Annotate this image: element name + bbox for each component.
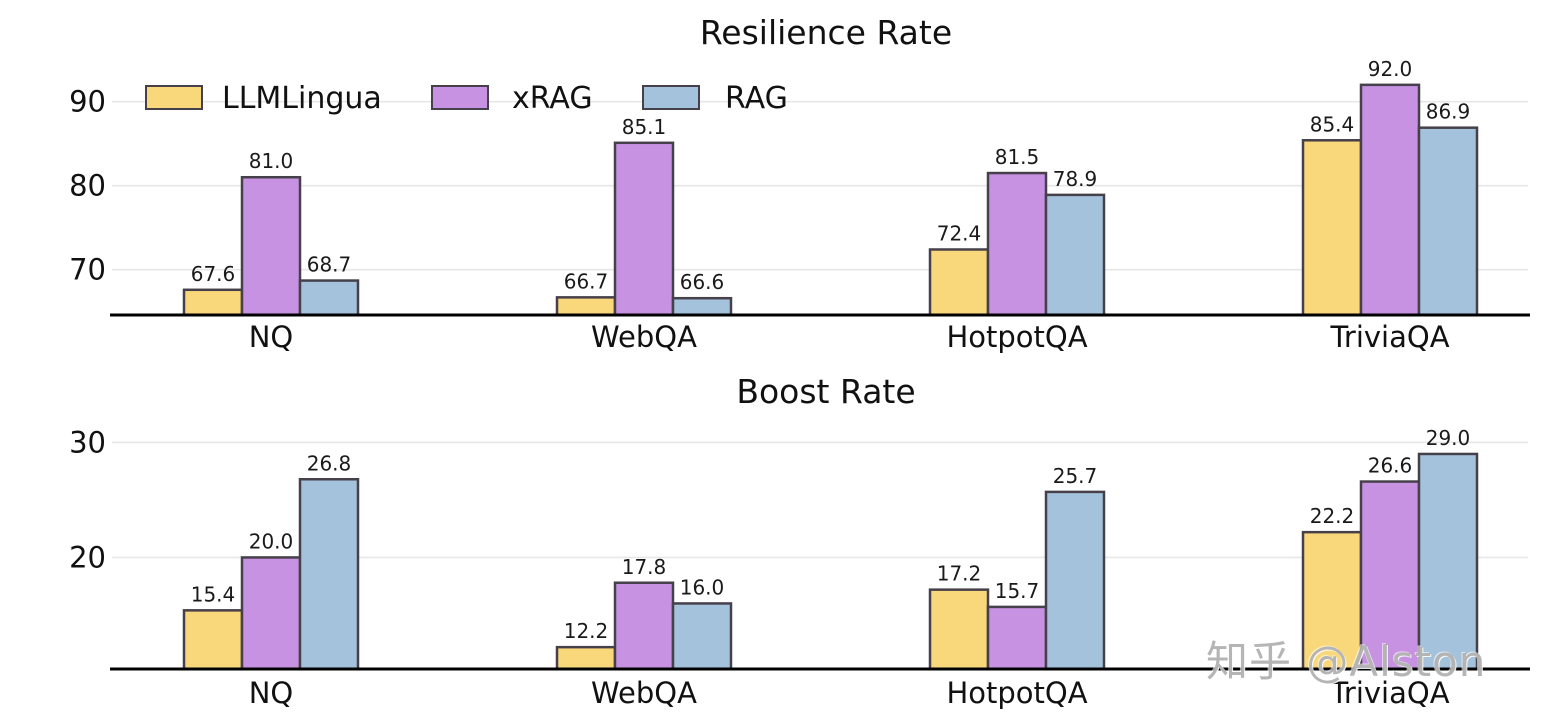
legend-label-RAG: RAG (725, 81, 788, 116)
x-tick-label-NQ: NQ (249, 320, 294, 354)
bar-value-label: 72.4 (937, 221, 982, 245)
x-tick-label-HotpotQA: HotpotQA (946, 676, 1087, 710)
bar-value-label: 16.0 (680, 575, 725, 599)
x-tick-label-TriviaQA: TriviaQA (1329, 676, 1449, 710)
x-tick-label-WebQA: WebQA (591, 676, 697, 710)
bar-xRAG-NQ (240, 175, 302, 317)
boost-rate-chart: 20 30 15.4 12.2 17.2 22.2 20.0 17.8 15.7 26.6 26.8… (69, 372, 1530, 710)
bar-value-label: 15.7 (995, 579, 1040, 603)
y-tick-label: 20 (69, 540, 106, 574)
bar-LLMLingua-TriviaQA (1301, 530, 1363, 671)
x-tick-label-HotpotQA: HotpotQA (946, 320, 1087, 354)
bar-LLMLingua-TriviaQA (1301, 139, 1363, 317)
x-tick-label-TriviaQA: TriviaQA (1329, 320, 1449, 354)
bar-LLMLingua-NQ (182, 288, 244, 317)
bar-value-label: 78.9 (1053, 167, 1098, 191)
bar-LLMLingua-HotpotQA (928, 588, 990, 671)
bar-LLMLingua-WebQA (555, 645, 617, 671)
bar-LLMLingua-WebQA (555, 296, 617, 317)
bar-value-label: 12.2 (564, 619, 609, 643)
bar-value-label: 86.9 (1426, 100, 1471, 124)
bar-RAG-WebQA (671, 602, 733, 671)
chart-title: Resilience Rate (700, 13, 952, 52)
bar-RAG-WebQA (671, 296, 733, 317)
x-tick-label-WebQA: WebQA (591, 320, 697, 354)
y-tick-label: 70 (69, 253, 106, 287)
bar-value-label: 20.0 (249, 529, 294, 553)
legend-swatch-xRAG (431, 85, 489, 110)
bar-value-label: 15.4 (191, 582, 236, 606)
bar-xRAG-HotpotQA (986, 605, 1048, 671)
y-tick-label: 30 (69, 425, 106, 459)
bar-xRAG-WebQA (613, 581, 675, 671)
bar-LLMLingua-HotpotQA (928, 248, 990, 317)
bar-xRAG-NQ (240, 556, 302, 671)
watermark: 知乎 @Alston (1206, 637, 1487, 686)
resilience-rate-chart: 70 80 90 67.6 66.7 72.4 85.4 81.0 85.1 81.5 92.0 68… (69, 13, 1530, 354)
bar-RAG-HotpotQA (1044, 193, 1106, 317)
bar-xRAG-HotpotQA (986, 171, 1048, 317)
bar-xRAG-WebQA (613, 141, 675, 317)
bar-RAG-HotpotQA (1044, 490, 1106, 671)
bar-value-label: 81.5 (995, 145, 1040, 169)
bar-value-label: 25.7 (1053, 464, 1098, 488)
bar-RAG-TriviaQA (1417, 126, 1479, 317)
bar-RAG-NQ (298, 478, 360, 671)
bar-xRAG-TriviaQA (1359, 480, 1421, 671)
legend-label-xRAG: xRAG (512, 81, 593, 116)
x-tick-label-NQ: NQ (249, 676, 294, 710)
bar-value-label: 68.7 (307, 253, 352, 277)
legend-swatch-LLMLingua (145, 85, 203, 110)
bar-value-label: 26.8 (307, 451, 352, 475)
bar-value-label: 29.0 (1426, 426, 1471, 450)
bar-value-label: 66.7 (564, 269, 609, 293)
y-tick-label: 90 (69, 85, 106, 119)
legend-label-LLMLingua: LLMLingua (222, 81, 382, 116)
bar-value-label: 85.1 (622, 115, 667, 139)
bar-value-label: 66.6 (680, 270, 725, 294)
y-tick-label: 80 (69, 169, 106, 203)
bar-value-label: 67.6 (191, 262, 236, 286)
bar-value-label: 22.2 (1310, 504, 1355, 528)
bar-value-label: 17.8 (622, 555, 667, 579)
bar-LLMLingua-NQ (182, 609, 244, 671)
chart-title: Boost Rate (736, 372, 915, 411)
bar-xRAG-TriviaQA (1359, 83, 1421, 317)
bar-value-label: 26.6 (1368, 454, 1413, 478)
bar-value-label: 85.4 (1310, 112, 1355, 136)
bar-RAG-NQ (298, 279, 360, 317)
bar-value-label: 17.2 (937, 562, 982, 586)
bar-value-label: 92.0 (1368, 57, 1413, 81)
bar-value-label: 81.0 (249, 149, 294, 173)
legend-swatch-RAG (642, 85, 700, 110)
